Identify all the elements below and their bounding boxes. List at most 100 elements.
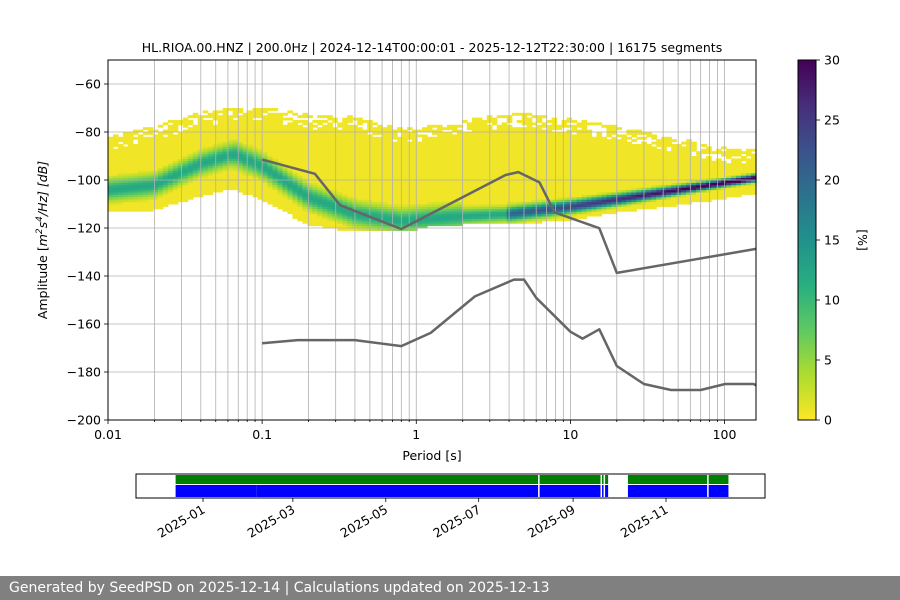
- density-cell: [162, 172, 169, 176]
- density-cell: [516, 192, 523, 195]
- density-cell: [407, 218, 413, 222]
- density-cell: [436, 196, 443, 200]
- density-cell: [227, 108, 234, 111]
- density-cell: [566, 160, 573, 164]
- density-cell: [332, 213, 338, 217]
- density-cell: [691, 163, 697, 167]
- density-cell: [397, 136, 403, 140]
- density-cell: [427, 192, 433, 195]
- density-cell: [546, 139, 553, 143]
- density-cell: [476, 144, 483, 147]
- density-cell: [217, 129, 224, 133]
- density-cell: [108, 180, 114, 183]
- density-cell: [666, 163, 672, 167]
- density-cell: [392, 199, 398, 203]
- density-cell: [127, 156, 134, 159]
- density-cell: [357, 172, 363, 176]
- density-cell: [536, 208, 543, 212]
- density-cell: [297, 189, 303, 193]
- density-cell: [162, 151, 169, 155]
- density-cell: [691, 160, 697, 164]
- density-cell: [242, 117, 249, 121]
- density-cell: [227, 182, 234, 186]
- density-cell: [372, 153, 378, 157]
- density-cell: [387, 220, 393, 224]
- density-cell: [147, 196, 154, 200]
- density-cell: [377, 156, 383, 159]
- density-cell: [267, 117, 274, 121]
- density-cell: [546, 216, 553, 219]
- density-cell: [182, 184, 189, 188]
- density-cell: [412, 141, 418, 145]
- density-cell: [357, 156, 363, 159]
- density-cell: [142, 184, 149, 188]
- density-cell: [227, 172, 234, 176]
- density-cell: [586, 160, 593, 164]
- density-cell: [446, 172, 453, 176]
- density-cell: [222, 132, 229, 135]
- density-cell: [162, 187, 169, 191]
- density-cell: [701, 199, 707, 203]
- density-cell: [282, 184, 289, 188]
- density-cell: [417, 211, 423, 215]
- density-cell: [332, 168, 338, 171]
- density-cell: [127, 177, 134, 181]
- density-cell: [581, 165, 588, 169]
- density-cell: [681, 151, 687, 155]
- density-cell: [167, 196, 174, 200]
- density-cell: [387, 136, 393, 140]
- density-cell: [646, 132, 652, 135]
- density-cell: [262, 110, 269, 114]
- density-cell: [631, 192, 637, 195]
- density-cell: [726, 163, 732, 167]
- density-cell: [646, 170, 652, 174]
- density-cell: [117, 177, 124, 181]
- density-cell: [451, 172, 458, 176]
- density-cell: [177, 163, 184, 167]
- density-cell: [152, 163, 159, 167]
- density-cell: [432, 204, 438, 207]
- density-cell: [726, 148, 732, 152]
- density-cell: [621, 172, 627, 176]
- density-cell: [556, 144, 563, 147]
- density-cell: [591, 168, 598, 171]
- density-cell: [177, 172, 184, 176]
- density-cell: [581, 216, 588, 219]
- probability-density-heatmap: [108, 108, 757, 231]
- density-cell: [621, 158, 627, 162]
- density-cell: [626, 146, 632, 150]
- density-cell: [232, 110, 239, 114]
- density-cell: [167, 134, 174, 138]
- density-cell: [237, 122, 244, 126]
- density-cell: [461, 199, 468, 203]
- density-cell: [601, 170, 608, 174]
- density-cell: [192, 129, 199, 133]
- density-cell: [162, 196, 169, 200]
- density-cell: [581, 163, 588, 167]
- density-cell: [327, 223, 333, 227]
- density-cell: [362, 182, 368, 186]
- density-cell: [656, 172, 662, 176]
- density-cell: [471, 132, 478, 135]
- density-cell: [342, 127, 348, 131]
- density-cell: [357, 184, 363, 188]
- density-cell: [137, 146, 144, 150]
- density-cell: [387, 153, 393, 157]
- density-cell: [417, 216, 423, 219]
- density-cell: [436, 151, 443, 155]
- density-cell: [257, 136, 264, 140]
- density-cell: [237, 153, 244, 157]
- density-cell: [222, 146, 229, 150]
- noise-model-curves: [261, 158, 757, 392]
- density-cell: [471, 148, 478, 152]
- density-cell: [322, 216, 328, 219]
- density-cell: [157, 182, 164, 186]
- density-cell: [436, 124, 443, 128]
- density-cell: [526, 220, 533, 224]
- density-cell: [302, 163, 308, 167]
- density-cell: [137, 208, 144, 212]
- density-cell: [287, 148, 294, 152]
- density-cell: [586, 129, 593, 133]
- density-cell: [357, 187, 363, 191]
- density-cell: [402, 223, 408, 227]
